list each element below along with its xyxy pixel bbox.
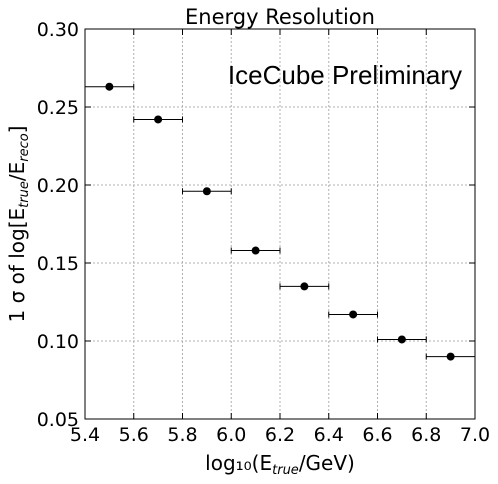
- x-tick-label: 6.2: [265, 424, 295, 446]
- data-point: [397, 335, 406, 344]
- data-point: [251, 246, 260, 255]
- data-point: [446, 352, 455, 361]
- y-axis-label-subscript-true: true: [17, 181, 32, 208]
- y-tick-label: 0.05: [37, 409, 79, 431]
- y-tick-label: 0.10: [37, 331, 79, 353]
- x-tick-label: 6.8: [411, 424, 441, 446]
- chart-title: Energy Resolution: [185, 5, 375, 29]
- x-axis-label-main: log₁₀(E: [205, 451, 272, 475]
- y-axis-label-main: 1 σ of log[E: [5, 208, 29, 323]
- y-tick-label: 0.25: [37, 97, 79, 119]
- y-axis-label-suffix: ]: [5, 125, 29, 133]
- y-tick-label: 0.30: [37, 19, 79, 41]
- data-point: [105, 82, 114, 91]
- data-point: [154, 115, 163, 124]
- x-tick-label: 6.4: [314, 424, 344, 446]
- data-point: [202, 187, 211, 196]
- data-point: [300, 282, 309, 291]
- x-axis-label-suffix: /GeV): [299, 451, 355, 475]
- x-axis-label-subscript: true: [272, 463, 299, 478]
- x-tick-label: 7.0: [460, 424, 490, 446]
- tick-layer: [84, 28, 476, 420]
- x-tick-label: 6.0: [216, 424, 246, 446]
- y-axis-label: 1 σ of log[Etrue/Ereco]: [5, 125, 32, 322]
- y-axis-label-mid: /E: [5, 162, 29, 181]
- icecube-preliminary-annotation: IceCube Preliminary: [228, 60, 462, 90]
- x-tick-label: 5.8: [167, 424, 197, 446]
- data-point-layer: [105, 82, 455, 361]
- x-axis-label: log₁₀(Etrue/GeV): [205, 451, 355, 478]
- x-tick-label: 5.6: [119, 424, 149, 446]
- y-tick-labels: 0.05 0.10 0.15 0.20 0.25 0.30: [37, 19, 79, 431]
- y-tick-label: 0.15: [37, 253, 79, 275]
- x-tick-label: 6.6: [362, 424, 392, 446]
- x-tick-label: 5.4: [70, 424, 100, 446]
- data-point: [349, 310, 358, 319]
- y-tick-label: 0.20: [37, 175, 79, 197]
- y-axis-label-subscript-reco: reco: [17, 133, 32, 161]
- x-tick-labels: 5.4 5.6 5.8 6.0 6.2 6.4 6.6 6.8 7.0: [70, 424, 490, 446]
